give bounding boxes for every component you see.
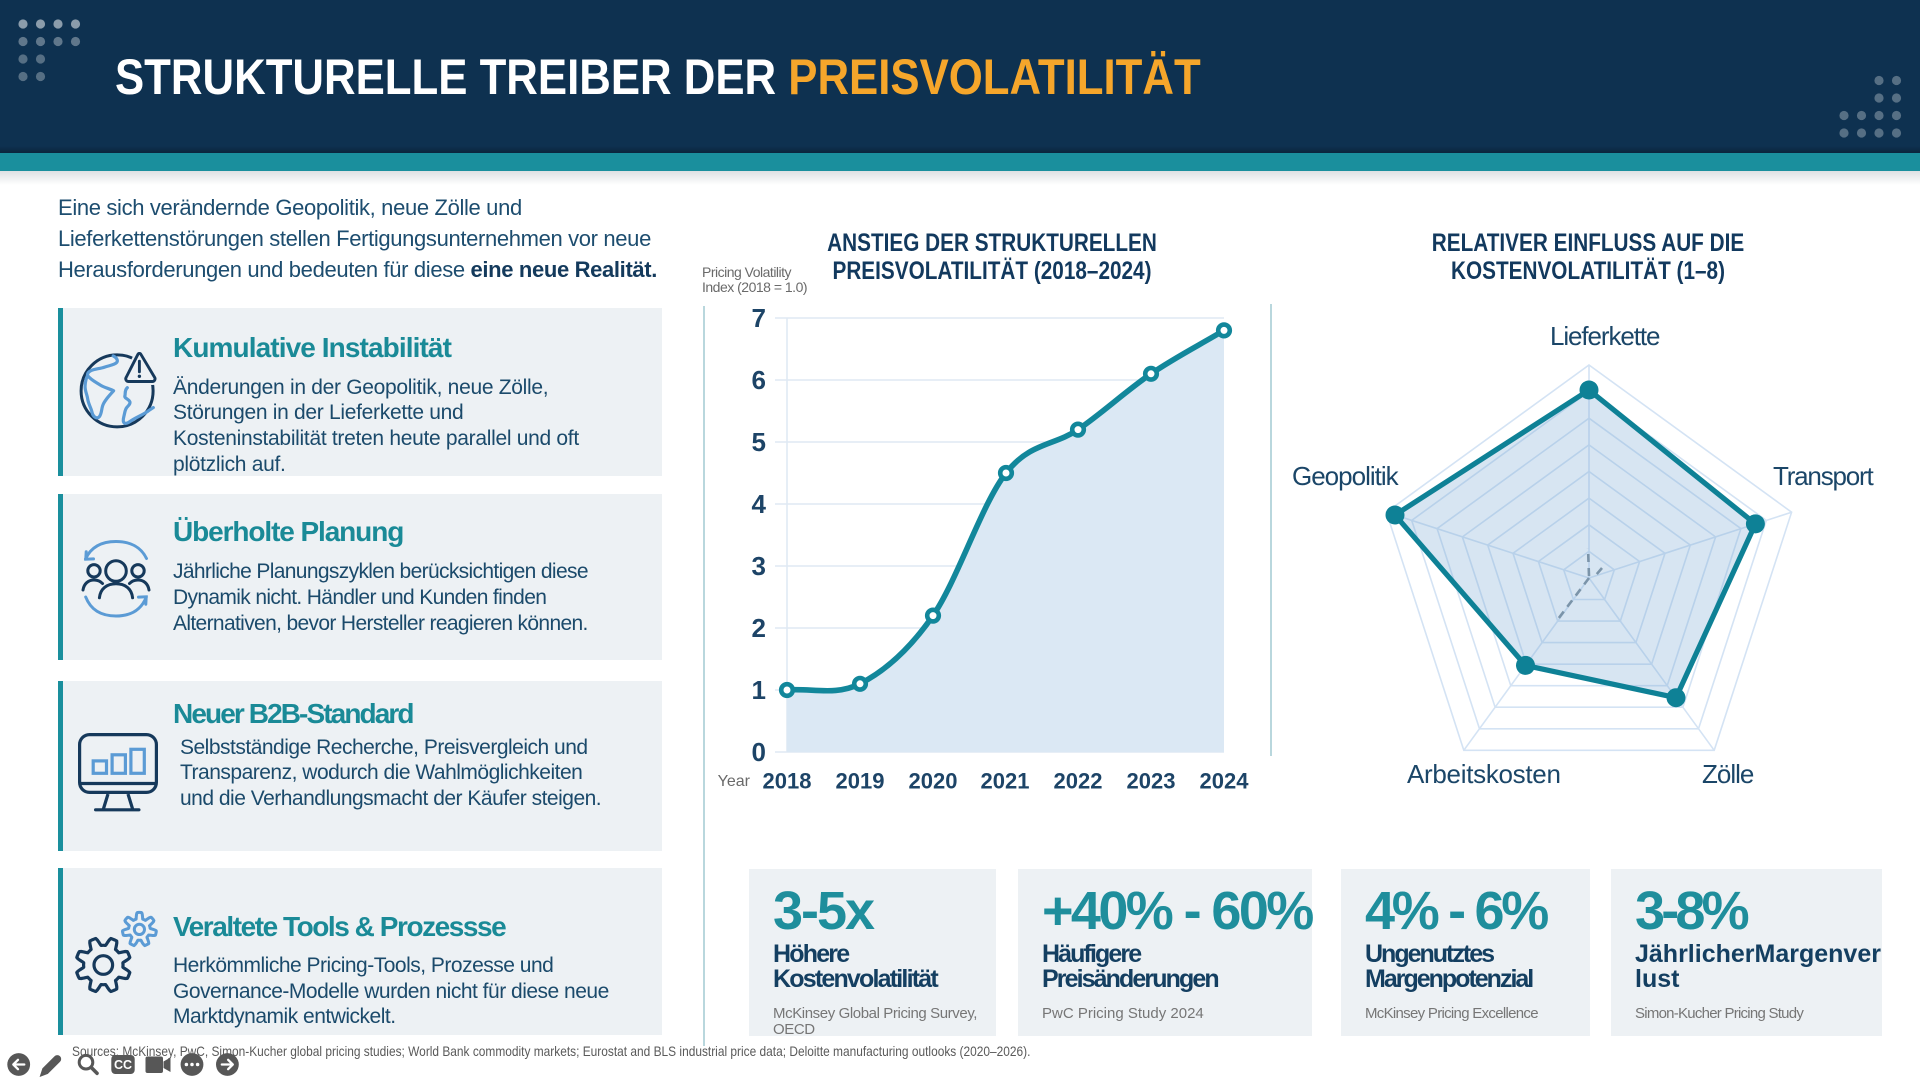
svg-text:2022: 2022 xyxy=(1054,769,1103,794)
svg-text:5: 5 xyxy=(752,427,766,457)
svg-text:4: 4 xyxy=(752,489,767,519)
svg-text:2019: 2019 xyxy=(836,769,885,794)
svg-text:Year: Year xyxy=(718,773,751,790)
svg-text:2021: 2021 xyxy=(981,769,1030,794)
svg-text:7: 7 xyxy=(752,303,766,333)
svg-text:2: 2 xyxy=(752,613,766,643)
svg-text:0: 0 xyxy=(752,737,766,767)
svg-text:2018: 2018 xyxy=(763,769,812,794)
svg-text:3: 3 xyxy=(752,551,766,581)
svg-text:2020: 2020 xyxy=(909,769,958,794)
svg-text:1: 1 xyxy=(752,675,766,705)
svg-text:6: 6 xyxy=(752,365,766,395)
svg-text:2023: 2023 xyxy=(1127,769,1176,794)
svg-text:CC: CC xyxy=(114,1058,132,1072)
svg-text:2024: 2024 xyxy=(1200,769,1250,794)
